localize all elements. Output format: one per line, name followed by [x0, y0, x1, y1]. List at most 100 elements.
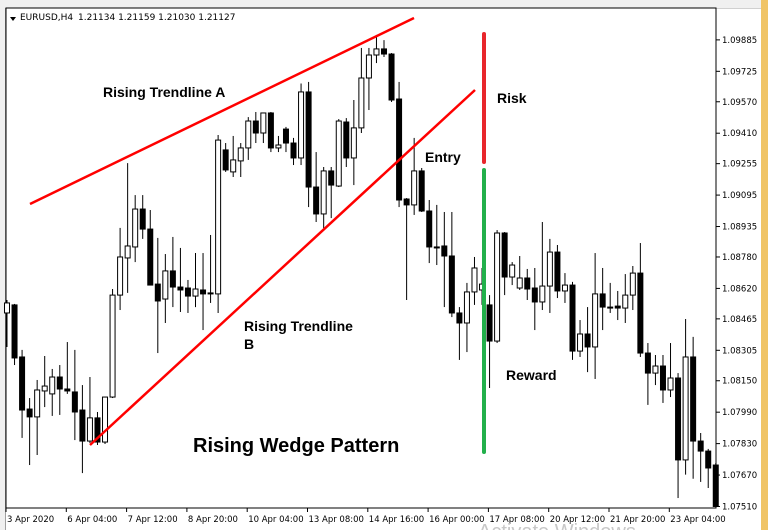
candle-body-bear	[690, 356, 697, 442]
candle	[298, 83, 305, 166]
candle-body-bear	[147, 228, 154, 286]
dropdown-triangle-icon[interactable]	[10, 17, 16, 21]
candle	[569, 281, 576, 360]
candle-body-bear	[71, 391, 78, 413]
price-tick-label: 1.07830	[722, 440, 757, 450]
price-axis: 1.09885 1.09725 1.09570 1.09410 1.09255 1.090…	[716, 36, 757, 512]
candle-body-bull	[237, 147, 244, 162]
candle	[290, 137, 297, 166]
candle-body-bull	[86, 417, 93, 442]
trendline-a-label: Rising Trendline A	[103, 84, 225, 100]
candle	[501, 232, 508, 296]
candle	[177, 247, 184, 312]
candle	[539, 222, 546, 311]
candle	[546, 238, 553, 313]
candle-body-bull	[49, 376, 56, 395]
symbol-label: EURUSD,H4	[20, 13, 73, 23]
price-tick-label: 1.09885	[722, 36, 757, 46]
price-tick-label: 1.08305	[722, 346, 757, 356]
candle	[109, 288, 116, 399]
candle	[471, 256, 478, 305]
time-tick-label: 23 Apr 04:00	[670, 515, 725, 525]
candle	[494, 230, 501, 344]
candle-body-bull	[260, 112, 267, 134]
candle-body-bear	[328, 170, 335, 186]
candle-body-bear	[644, 352, 651, 374]
time-axis: 3 Apr 2020 6 Apr 04:00 7 Apr 12:00 8 Apr 20…	[5, 508, 726, 525]
trendline-b-label-line2: B	[244, 336, 254, 352]
candle-body-bull	[411, 170, 418, 206]
price-tick-label: 1.09570	[722, 98, 757, 108]
candle-body-bull	[592, 293, 599, 348]
candle-body-bull	[298, 91, 305, 159]
candle-body-bear	[94, 417, 101, 443]
candle	[667, 343, 674, 398]
candle	[614, 290, 621, 321]
trendline-b-label: Rising Trendline	[244, 318, 353, 334]
candle	[411, 137, 418, 215]
candle	[41, 355, 48, 408]
trendline-b[interactable]	[89, 89, 476, 446]
candle-body-bull	[629, 272, 636, 296]
candle	[245, 117, 252, 160]
candle	[441, 211, 448, 308]
candle	[652, 355, 659, 386]
candle-body-bull	[162, 270, 169, 300]
candle	[622, 274, 629, 323]
candle-body-bull	[516, 277, 523, 289]
candle	[79, 385, 86, 474]
candle-body-bull	[463, 291, 470, 324]
candle-body-bear	[433, 246, 440, 249]
candle	[365, 47, 372, 111]
candle	[561, 273, 568, 303]
time-tick-label: 3 Apr 2020	[7, 515, 54, 525]
candle-body-bear	[79, 409, 86, 442]
candle	[456, 307, 463, 360]
price-tick-label: 1.09725	[722, 67, 757, 77]
candle	[463, 282, 470, 353]
candle-body-bear	[456, 312, 463, 324]
candle-body-bull	[561, 284, 568, 292]
candle-body-bear	[184, 287, 191, 297]
candle-body-bull	[373, 48, 380, 56]
candle	[607, 282, 614, 313]
trendline-a[interactable]	[29, 16, 415, 206]
candle-body-bear	[64, 388, 71, 392]
candle	[207, 234, 214, 303]
candle-body-bear	[705, 450, 712, 469]
time-tick-label: 13 Apr 08:00	[309, 515, 364, 525]
candles	[4, 34, 719, 507]
candle	[49, 368, 56, 416]
candle	[275, 135, 282, 153]
candle	[433, 204, 440, 266]
candle-body-bear	[267, 112, 274, 149]
time-tick-label: 8 Apr 20:00	[188, 515, 238, 525]
activation-watermark: Activate Windows	[478, 521, 636, 530]
candle	[690, 336, 697, 479]
candle-body-bull	[230, 159, 237, 173]
candle-body-bull	[4, 302, 10, 314]
risk-label: Risk	[497, 90, 527, 106]
candle	[629, 266, 636, 311]
candle-body-bull	[34, 389, 41, 418]
price-tick-label: 1.09410	[722, 129, 757, 139]
price-tick-label: 1.09095	[722, 191, 757, 201]
candle	[584, 307, 591, 373]
candle-body-bear	[200, 289, 207, 295]
candle-body-bull	[667, 377, 674, 391]
candle-body-bear	[418, 170, 425, 212]
candle-body-bear	[19, 356, 26, 411]
candle	[644, 343, 651, 405]
candle-body-bull	[577, 333, 584, 352]
candle-body-bear	[607, 306, 614, 309]
candle-body-bull	[124, 245, 131, 259]
candle-body-bear	[388, 53, 395, 101]
candle-body-bull	[350, 127, 357, 159]
candle	[531, 267, 538, 331]
candle-body-bull	[546, 251, 553, 287]
candle-body-bull	[335, 120, 342, 187]
price-tick-label: 1.08150	[722, 377, 757, 387]
candle	[260, 112, 267, 144]
candle-body-bull	[215, 139, 222, 295]
